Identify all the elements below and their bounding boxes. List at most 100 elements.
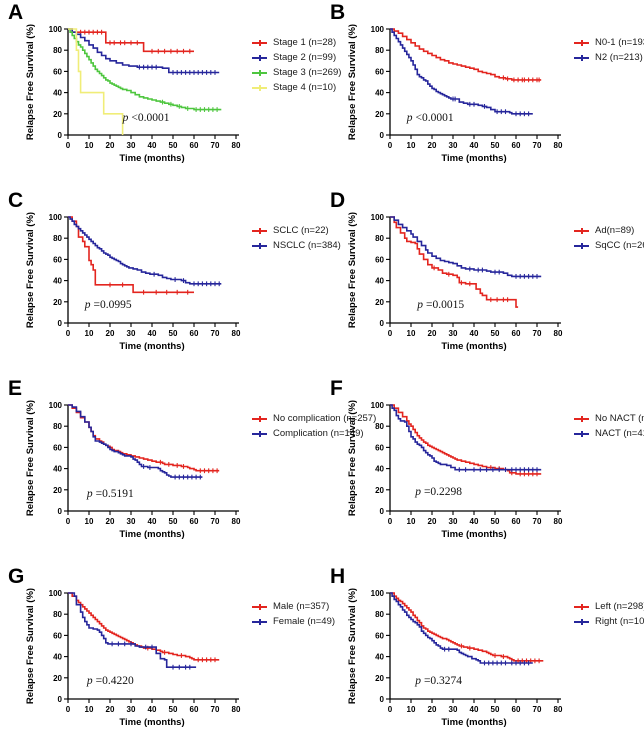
- legend-item: SCLC (n=22): [252, 225, 341, 236]
- panel-letter-b: B: [330, 1, 346, 24]
- legend-label: N0-1 (n=193): [595, 37, 644, 48]
- x-tick-label: 80: [554, 141, 563, 150]
- km-plot-f: 0 10 20 30 40 50 60 70 80 0 20 40 60 80 100 Time (month…: [347, 400, 563, 540]
- p-value-label: p =0.0015: [416, 299, 464, 311]
- y-tick-label: 100: [49, 589, 63, 598]
- km-plot-c: 0 10 20 30 40 50 60 70 80 0 20 40 60 80 100 Time (month…: [25, 212, 241, 352]
- legend-c: SCLC (n=22) NSCLC (n=384): [252, 225, 341, 251]
- x-tick-label: 50: [491, 329, 500, 338]
- x-tick-label: 20: [106, 705, 115, 714]
- x-tick-label: 70: [211, 705, 220, 714]
- x-axis-label: Time (months): [119, 341, 184, 352]
- y-tick-label: 20: [53, 674, 62, 683]
- x-tick-label: 60: [512, 141, 521, 150]
- legend-item: Stage 2 (n=99): [252, 52, 341, 63]
- legend-line-marker-icon: [252, 242, 267, 249]
- legend-label: Right (n=108): [595, 616, 644, 627]
- y-tick-label: 0: [58, 319, 63, 328]
- y-axis-label: Relapse Free Survival (%): [25, 24, 36, 140]
- panel-d: D 0 10 20 30 40 50 60 70 80 0 20 40 60 80 100 Time (mon…: [322, 189, 644, 379]
- y-tick-label: 60: [375, 631, 384, 640]
- y-tick-label: 0: [380, 131, 385, 140]
- p-value-label: p =0.4220: [86, 675, 134, 687]
- x-tick-label: 30: [449, 329, 458, 338]
- legend-label: Male (n=357): [273, 601, 330, 612]
- legend-label: Stage 3 (n=269): [273, 67, 342, 78]
- km-curve: [390, 216, 542, 278]
- legend-line-marker-icon: [574, 39, 589, 46]
- x-tick-label: 50: [491, 141, 500, 150]
- km-curve: [390, 592, 533, 664]
- legend-label: SCLC (n=22): [273, 225, 329, 236]
- legend-item: SqCC (n=261): [574, 240, 644, 251]
- panel-letter-a: A: [8, 1, 24, 24]
- panel-letter-e: E: [8, 377, 23, 400]
- legend-line-marker-icon: [574, 430, 589, 437]
- y-axis-label: Relapse Free Survival (%): [347, 400, 358, 516]
- x-tick-label: 50: [491, 705, 500, 714]
- legend-line-marker-icon: [252, 39, 267, 46]
- legend-item: NACT (n=41): [574, 428, 644, 439]
- km-curve: [68, 592, 197, 668]
- x-tick-label: 40: [148, 705, 157, 714]
- panel-f: F 0 10 20 30 40 50 60 70 80 0 20 40 60 80 100 Time (mon…: [322, 377, 644, 567]
- legend-line-marker-icon: [252, 54, 267, 61]
- km-curve: [68, 216, 222, 285]
- x-tick-label: 50: [169, 329, 178, 338]
- x-tick-label: 10: [407, 329, 416, 338]
- x-tick-label: 40: [148, 329, 157, 338]
- y-tick-label: 0: [58, 507, 63, 516]
- p-value-label: p =0.0995: [84, 299, 132, 311]
- legend-item: No complication (n=257): [252, 413, 376, 424]
- legend-label: NACT (n=41): [595, 428, 644, 439]
- legend-label: Stage 2 (n=99): [273, 52, 337, 63]
- y-tick-label: 100: [49, 25, 63, 34]
- legend-g: Male (n=357) Female (n=49): [252, 601, 335, 627]
- x-tick-label: 20: [106, 517, 115, 526]
- legend-line-marker-icon: [574, 54, 589, 61]
- y-tick-label: 60: [53, 631, 62, 640]
- x-tick-label: 0: [388, 141, 393, 150]
- legend-item: No NACT (n=365): [574, 413, 644, 424]
- x-tick-label: 60: [512, 705, 521, 714]
- x-tick-label: 60: [190, 329, 199, 338]
- legend-d: Ad(n=89) SqCC (n=261): [574, 225, 644, 251]
- panel-letter-g: G: [8, 565, 25, 588]
- p-value-label: p <0.0001: [406, 112, 454, 124]
- y-tick-label: 100: [371, 401, 385, 410]
- legend-label: No NACT (n=365): [595, 413, 644, 424]
- legend-item: Female (n=49): [252, 616, 335, 627]
- x-tick-label: 50: [169, 141, 178, 150]
- p-value-label: p =0.5191: [86, 488, 134, 500]
- y-tick-label: 20: [375, 486, 384, 495]
- x-tick-label: 10: [407, 705, 416, 714]
- legend-line-marker-icon: [252, 603, 267, 610]
- km-curve: [68, 28, 222, 111]
- x-tick-label: 70: [533, 329, 542, 338]
- km-curve: [68, 28, 220, 74]
- axes: [67, 405, 239, 512]
- x-tick-label: 60: [512, 517, 521, 526]
- x-tick-label: 20: [428, 705, 437, 714]
- x-tick-label: 0: [66, 517, 71, 526]
- x-tick-label: 60: [512, 329, 521, 338]
- y-tick-label: 80: [375, 422, 384, 431]
- legend-item: Male (n=357): [252, 601, 335, 612]
- y-tick-label: 40: [375, 89, 384, 98]
- x-tick-label: 0: [388, 517, 393, 526]
- legend-line-marker-icon: [252, 618, 267, 625]
- legend-line-marker-icon: [574, 227, 589, 234]
- x-tick-label: 30: [127, 329, 136, 338]
- km-curve: [68, 592, 220, 661]
- legend-a: Stage 1 (n=28) Stage 2 (n=99) Stage 3 (n…: [252, 37, 341, 93]
- legend-line-marker-icon: [574, 242, 589, 249]
- x-tick-label: 40: [148, 517, 157, 526]
- y-tick-label: 20: [375, 674, 384, 683]
- panel-letter-f: F: [330, 377, 343, 400]
- y-tick-label: 40: [375, 277, 384, 286]
- x-tick-label: 70: [211, 517, 220, 526]
- legend-item: Ad(n=89): [574, 225, 644, 236]
- x-tick-label: 0: [66, 705, 71, 714]
- y-tick-label: 60: [375, 443, 384, 452]
